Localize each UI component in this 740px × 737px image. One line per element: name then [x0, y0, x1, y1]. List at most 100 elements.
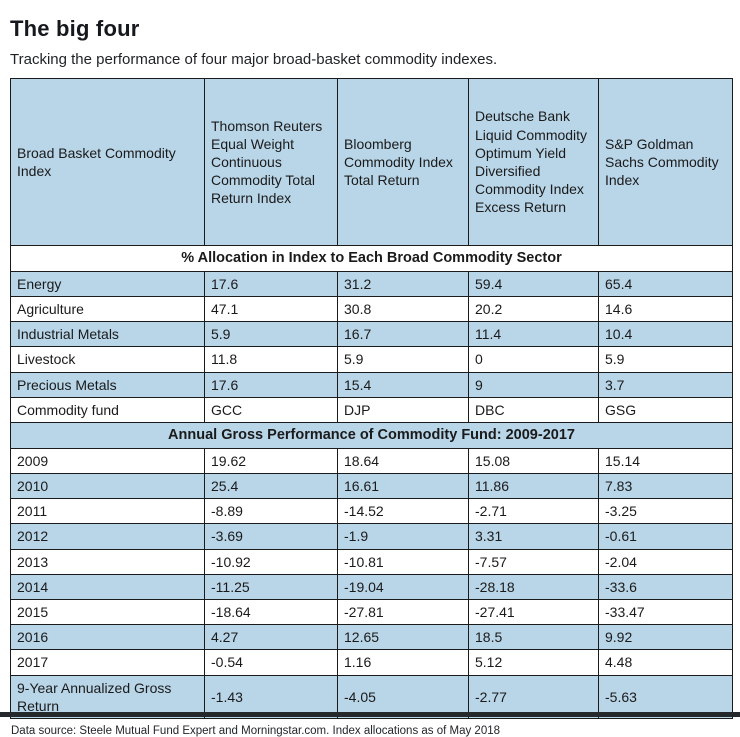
cell-value: -27.41 — [468, 598, 599, 626]
table-row: 2012 -3.69 -1.9 3.31 -0.61 — [10, 523, 733, 550]
table-row: 2016 4.27 12.65 18.5 9.92 — [10, 624, 733, 651]
cell-value: -19.04 — [337, 573, 469, 600]
cell-value: -14.52 — [337, 498, 469, 525]
cell-value: 15.08 — [468, 447, 599, 475]
cell-value: -33.47 — [598, 598, 733, 626]
table-row: 2015 -18.64 -27.81 -27.41 -33.47 — [10, 598, 733, 626]
page-title: The big four — [10, 16, 140, 41]
cell-value: -33.6 — [598, 573, 733, 600]
column-header: Bloomberg Commodity Index Total Return — [337, 78, 469, 246]
cell-value: 30.8 — [337, 296, 469, 323]
bottom-divider — [0, 712, 740, 717]
cell-value: 17.6 — [204, 371, 338, 398]
table-row: Precious Metals 17.6 15.4 9 3.7 — [10, 371, 733, 398]
table-row: 2014 -11.25 -19.04 -28.18 -33.6 — [10, 573, 733, 600]
column-header: Deutsche Bank Liquid Commodity Optimum Y… — [468, 78, 599, 246]
cell-value: 17.6 — [204, 270, 338, 298]
column-header: Thomson Reuters Equal Weight Continuous … — [204, 78, 338, 246]
cell-value: 5.12 — [468, 649, 599, 676]
cell-value: 18.5 — [468, 624, 599, 651]
cell-value: -11.25 — [204, 573, 338, 600]
cell-value: 12.65 — [337, 624, 469, 651]
cell-value: -0.61 — [598, 523, 733, 550]
table-row: Commodity fund GCC DJP DBC GSG — [10, 396, 733, 423]
cell-value: 1.16 — [337, 649, 469, 676]
cell-value: DBC — [468, 396, 599, 423]
table-row: Energy 17.6 31.2 59.4 65.4 — [10, 270, 733, 298]
cell-value: -27.81 — [337, 598, 469, 626]
section-header-row: % Allocation in Index to Each Broad Comm… — [10, 245, 733, 272]
cell-value: -28.18 — [468, 573, 599, 600]
commodity-table: Broad Basket Commodity Index Thomson Reut… — [10, 78, 733, 719]
cell-value: -5.63 — [598, 674, 733, 719]
table-row: Livestock 11.8 5.9 0 5.9 — [10, 346, 733, 373]
row-label: Industrial Metals — [10, 321, 205, 348]
table-row: 2011 -8.89 -14.52 -2.71 -3.25 — [10, 498, 733, 525]
cell-value: DJP — [337, 396, 469, 423]
table-row: 2017 -0.54 1.16 5.12 4.48 — [10, 649, 733, 676]
cell-value: 11.4 — [468, 321, 599, 348]
cell-value: -8.89 — [204, 498, 338, 525]
cell-value: 11.8 — [204, 346, 338, 373]
cell-value: -18.64 — [204, 598, 338, 626]
cell-value: GSG — [598, 396, 733, 423]
row-label: 2009 — [10, 447, 205, 475]
cell-value: -10.92 — [204, 548, 338, 575]
section-header-label: Annual Gross Performance of Commodity Fu… — [10, 421, 733, 449]
page-subtitle: Tracking the performance of four major b… — [10, 51, 498, 68]
cell-value: -3.69 — [204, 523, 338, 550]
cell-value: 14.6 — [598, 296, 733, 323]
row-label: 2013 — [10, 548, 205, 575]
column-header: S&P Goldman Sachs Commodity Index — [598, 78, 733, 246]
row-label: Livestock — [10, 346, 205, 373]
cell-value: 7.83 — [598, 472, 733, 500]
row-label: 2017 — [10, 649, 205, 676]
cell-value: 15.14 — [598, 447, 733, 475]
cell-value: -7.57 — [468, 548, 599, 575]
cell-value: 16.7 — [337, 321, 469, 348]
row-label: 2015 — [10, 598, 205, 626]
cell-value: 11.86 — [468, 472, 599, 500]
cell-value: 25.4 — [204, 472, 338, 500]
cell-value: 4.48 — [598, 649, 733, 676]
cell-value: -10.81 — [337, 548, 469, 575]
cell-value: 19.62 — [204, 447, 338, 475]
row-label: Energy — [10, 270, 205, 298]
cell-value: 10.4 — [598, 321, 733, 348]
section-header-row: Annual Gross Performance of Commodity Fu… — [10, 421, 733, 449]
cell-value: -2.77 — [468, 674, 599, 719]
row-label: 2011 — [10, 498, 205, 525]
row-label: Precious Metals — [10, 371, 205, 398]
cell-value: 5.9 — [598, 346, 733, 373]
cell-value: 20.2 — [468, 296, 599, 323]
cell-value: -1.9 — [337, 523, 469, 550]
cell-value: GCC — [204, 396, 338, 423]
table-row: 2013 -10.92 -10.81 -7.57 -2.04 — [10, 548, 733, 575]
table-row: Agriculture 47.1 30.8 20.2 14.6 — [10, 296, 733, 323]
table-row: 2010 25.4 16.61 11.86 7.83 — [10, 472, 733, 500]
cell-value: 9 — [468, 371, 599, 398]
row-label: 2010 — [10, 472, 205, 500]
cell-value: 5.9 — [337, 346, 469, 373]
section-header-label: % Allocation in Index to Each Broad Comm… — [10, 245, 733, 272]
cell-value: 59.4 — [468, 270, 599, 298]
row-label: Agriculture — [10, 296, 205, 323]
cell-value: -2.71 — [468, 498, 599, 525]
cell-value: 5.9 — [204, 321, 338, 348]
data-source-note: Data source: Steele Mutual Fund Expert a… — [11, 724, 501, 737]
table-row: 2009 19.62 18.64 15.08 15.14 — [10, 447, 733, 475]
cell-value: -0.54 — [204, 649, 338, 676]
cell-value: 3.31 — [468, 523, 599, 550]
row-label: 2014 — [10, 573, 205, 600]
cell-value: 16.61 — [337, 472, 469, 500]
table-row: Industrial Metals 5.9 16.7 11.4 10.4 — [10, 321, 733, 348]
row-label: 9-Year Annualized Gross Return — [10, 674, 205, 719]
column-header: Broad Basket Commodity Index — [10, 78, 205, 246]
table-row: 9-Year Annualized Gross Return -1.43 -4.05… — [10, 674, 733, 719]
cell-value: 31.2 — [337, 270, 469, 298]
cell-value: 3.7 — [598, 371, 733, 398]
cell-value: 65.4 — [598, 270, 733, 298]
cell-value: -3.25 — [598, 498, 733, 525]
cell-value: 4.27 — [204, 624, 338, 651]
